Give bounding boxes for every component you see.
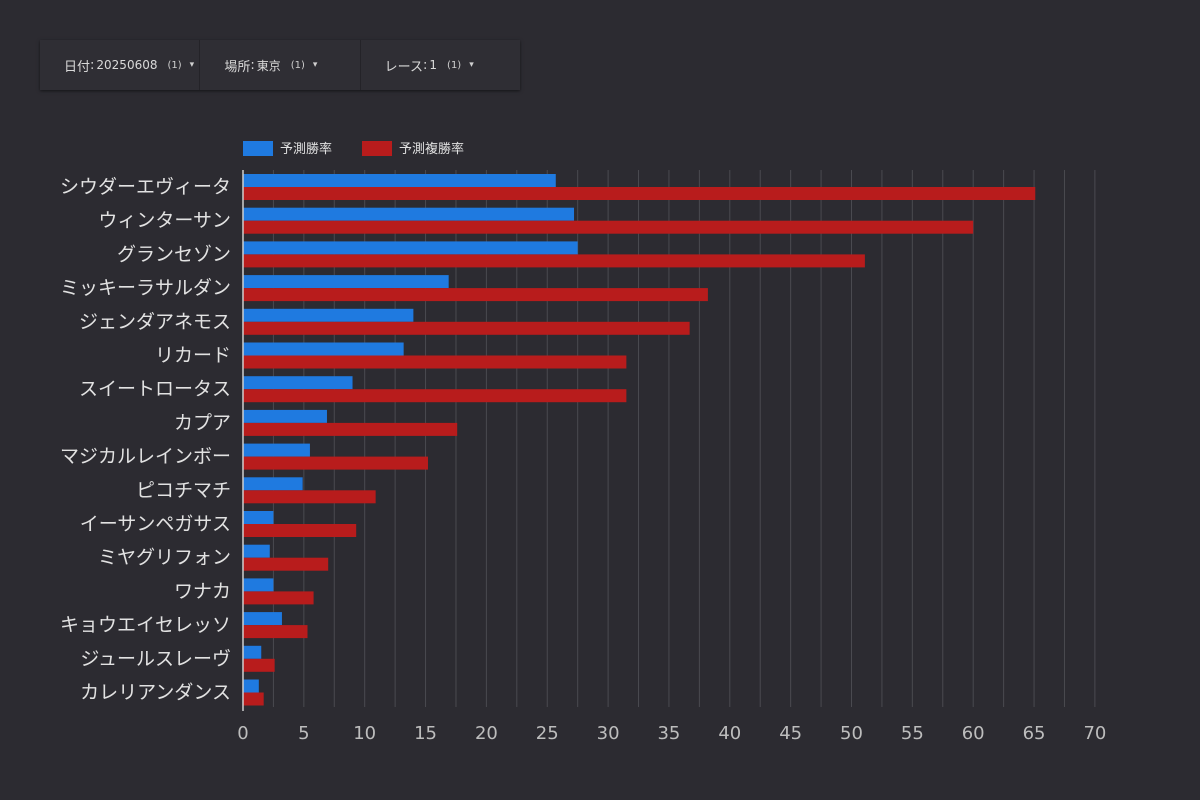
category-label: リカード [155,345,231,367]
bar-win-rate [243,207,575,221]
x-tick-label: 45 [779,723,802,744]
bar-place-rate [243,658,275,672]
bar-place-rate [243,422,458,436]
category-label: ミヤグリフォン [98,547,231,569]
bar-place-rate [243,591,314,605]
category-label: ピコチマチ [136,479,231,501]
filter-venue-colon: : [250,57,255,73]
category-label: マジカルレインボー [60,446,231,468]
filter-race[interactable]: レース: 1 (1) ▾ [360,40,520,90]
legend-swatch-win [243,141,273,156]
filter-race-value: 1 [429,58,438,72]
bar-win-rate [243,679,259,693]
category-label: ジュールスレーヴ [80,648,231,670]
x-tick-label: 20 [475,723,498,744]
filter-race-label: レース [384,59,424,75]
category-label: キョウエイセレッソ [60,614,231,636]
caret-down-icon: ▾ [189,60,195,70]
filter-date-count: (1) [167,59,182,71]
category-label: カプア [174,412,231,434]
legend-swatch-place [362,141,392,156]
filter-venue[interactable]: 場所: 東京 (1) ▾ [200,40,361,90]
filter-venue-label: 場所 [224,59,251,75]
category-label: シウダーエヴィータ [60,176,231,198]
bar-place-rate [243,187,1036,200]
bar-win-rate [243,241,578,255]
bar-win-rate [243,612,282,626]
bar-win-rate [243,174,556,187]
category-label: カレリアンダンス [80,682,231,704]
bar-place-rate [243,692,264,706]
bar-place-rate [243,254,865,268]
filter-date[interactable]: 日付: 20250608 (1) ▾ [40,40,201,90]
filter-date-value: 20250608 [96,58,158,72]
bar-place-rate [243,456,428,470]
bar-place-rate [243,524,357,537]
bar-win-rate [243,275,449,289]
bar-win-rate [243,443,310,457]
bar-win-rate [243,578,274,592]
bar-win-rate [243,645,262,659]
x-tick-label: 30 [597,723,620,744]
bar-place-rate [243,321,690,335]
x-tick-label: 0 [237,723,248,744]
x-tick-label: 5 [298,723,309,744]
bar-win-rate [243,511,274,524]
filter-race-colon: : [423,57,428,73]
x-tick-label: 50 [840,723,863,744]
legend-label-place: 予測複勝率 [399,141,464,157]
x-tick-label: 35 [657,723,680,744]
bar-place-rate [243,389,627,403]
bar-place-rate [243,557,329,571]
x-tick-label: 60 [962,723,985,744]
filter-bar: 日付: 20250608 (1) ▾ 場所: 東京 (1) ▾ レース: 1 (… [40,40,520,90]
filter-venue-count: (1) [290,59,305,71]
category-label: ワナカ [174,580,231,602]
bar-win-rate [243,376,353,390]
x-tick-label: 25 [536,723,559,744]
x-tick-label: 70 [1083,723,1106,744]
category-label: グランセゾン [117,243,231,265]
x-tick-label: 40 [718,723,741,744]
x-tick-label: 15 [414,723,437,744]
category-label: イーサンペガサス [80,513,231,535]
category-label: ウィンターサン [98,210,231,232]
caret-down-icon: ▾ [312,60,318,70]
x-tick-label: 10 [353,723,376,744]
bar-place-rate [243,625,308,639]
bar-place-rate [243,490,376,504]
filter-date-label: 日付 [64,59,91,75]
bar-win-rate [243,544,270,558]
filter-date-colon: : [90,57,95,73]
bar-win-rate [243,308,414,322]
bar-place-rate [243,288,708,302]
filter-venue-value: 東京 [256,58,281,73]
x-tick-label: 65 [1023,723,1046,744]
x-tick-label: 55 [901,723,924,744]
category-label: ジェンダアネモス [79,311,231,333]
category-label: ミッキーラサルダン [60,277,231,299]
category-label: スイートロータス [79,378,231,400]
caret-down-icon: ▾ [469,60,474,70]
bar-win-rate [243,409,327,423]
bar-win-rate [243,342,404,356]
bar-place-rate [243,220,974,234]
legend-label-win: 予測勝率 [280,141,332,157]
bar-win-rate [243,477,303,491]
filter-race-count: (1) [447,59,462,71]
bar-place-rate [243,355,627,369]
